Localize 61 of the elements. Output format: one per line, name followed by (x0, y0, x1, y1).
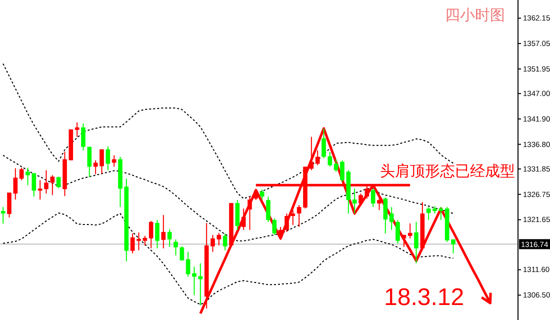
candlestick (74, 122, 80, 138)
candlestick (142, 235, 148, 246)
candlestick (358, 193, 363, 205)
candlestick (322, 128, 326, 159)
candlestick (389, 206, 394, 230)
candlestick (451, 238, 456, 254)
title: 四小时图 (445, 7, 505, 24)
candlestick (167, 228, 172, 248)
candlestick (383, 197, 388, 234)
candlestick (272, 218, 277, 236)
candlestick (309, 136, 314, 171)
candlestick (260, 189, 264, 200)
candlestick (438, 206, 444, 220)
candlestick (32, 172, 36, 198)
candlestick (222, 232, 228, 251)
candlestick (50, 174, 55, 196)
candlestick (241, 208, 246, 230)
candlestick (0, 206, 6, 224)
candlestick (192, 266, 196, 296)
candlestick (364, 184, 370, 200)
candlestick (248, 196, 252, 230)
candlestick (100, 148, 104, 174)
candlestick (377, 196, 382, 211)
candlestick (38, 180, 42, 200)
candlestick (408, 222, 412, 239)
candlestick (278, 226, 283, 240)
candlestick (161, 214, 166, 249)
candlestick (13, 168, 18, 200)
candlestick (130, 232, 135, 254)
candlestick (216, 232, 222, 246)
candlestick (44, 170, 48, 194)
candlestick (174, 238, 178, 256)
candlestick (254, 189, 258, 201)
candlestick (340, 160, 344, 182)
candlestick (136, 232, 141, 251)
candlestick (396, 219, 400, 244)
annotation: 头肩顶形态已经成型 (380, 163, 515, 180)
candlestick (426, 206, 431, 220)
candlestick (284, 213, 289, 232)
candlestick (93, 160, 98, 175)
candlestick (334, 158, 338, 172)
candlestick (266, 196, 270, 222)
candlestick (7, 192, 12, 218)
candlestick (26, 167, 30, 186)
candlestick (402, 234, 406, 248)
annotation: 18.3.12 (384, 284, 464, 311)
candlestick (186, 251, 190, 278)
candlestick (352, 188, 357, 214)
candlestick (106, 146, 110, 171)
candlestick (148, 220, 154, 249)
candlestick (210, 234, 215, 252)
candlestick (19, 167, 24, 181)
candlestick (155, 219, 160, 249)
candlestick (81, 122, 86, 151)
candlestick (296, 204, 302, 228)
candlestick (87, 146, 92, 178)
candlestick (290, 210, 296, 226)
candlestick (370, 188, 376, 208)
candlestick (235, 200, 240, 230)
candlestick (414, 221, 418, 264)
candlestick (198, 262, 203, 306)
